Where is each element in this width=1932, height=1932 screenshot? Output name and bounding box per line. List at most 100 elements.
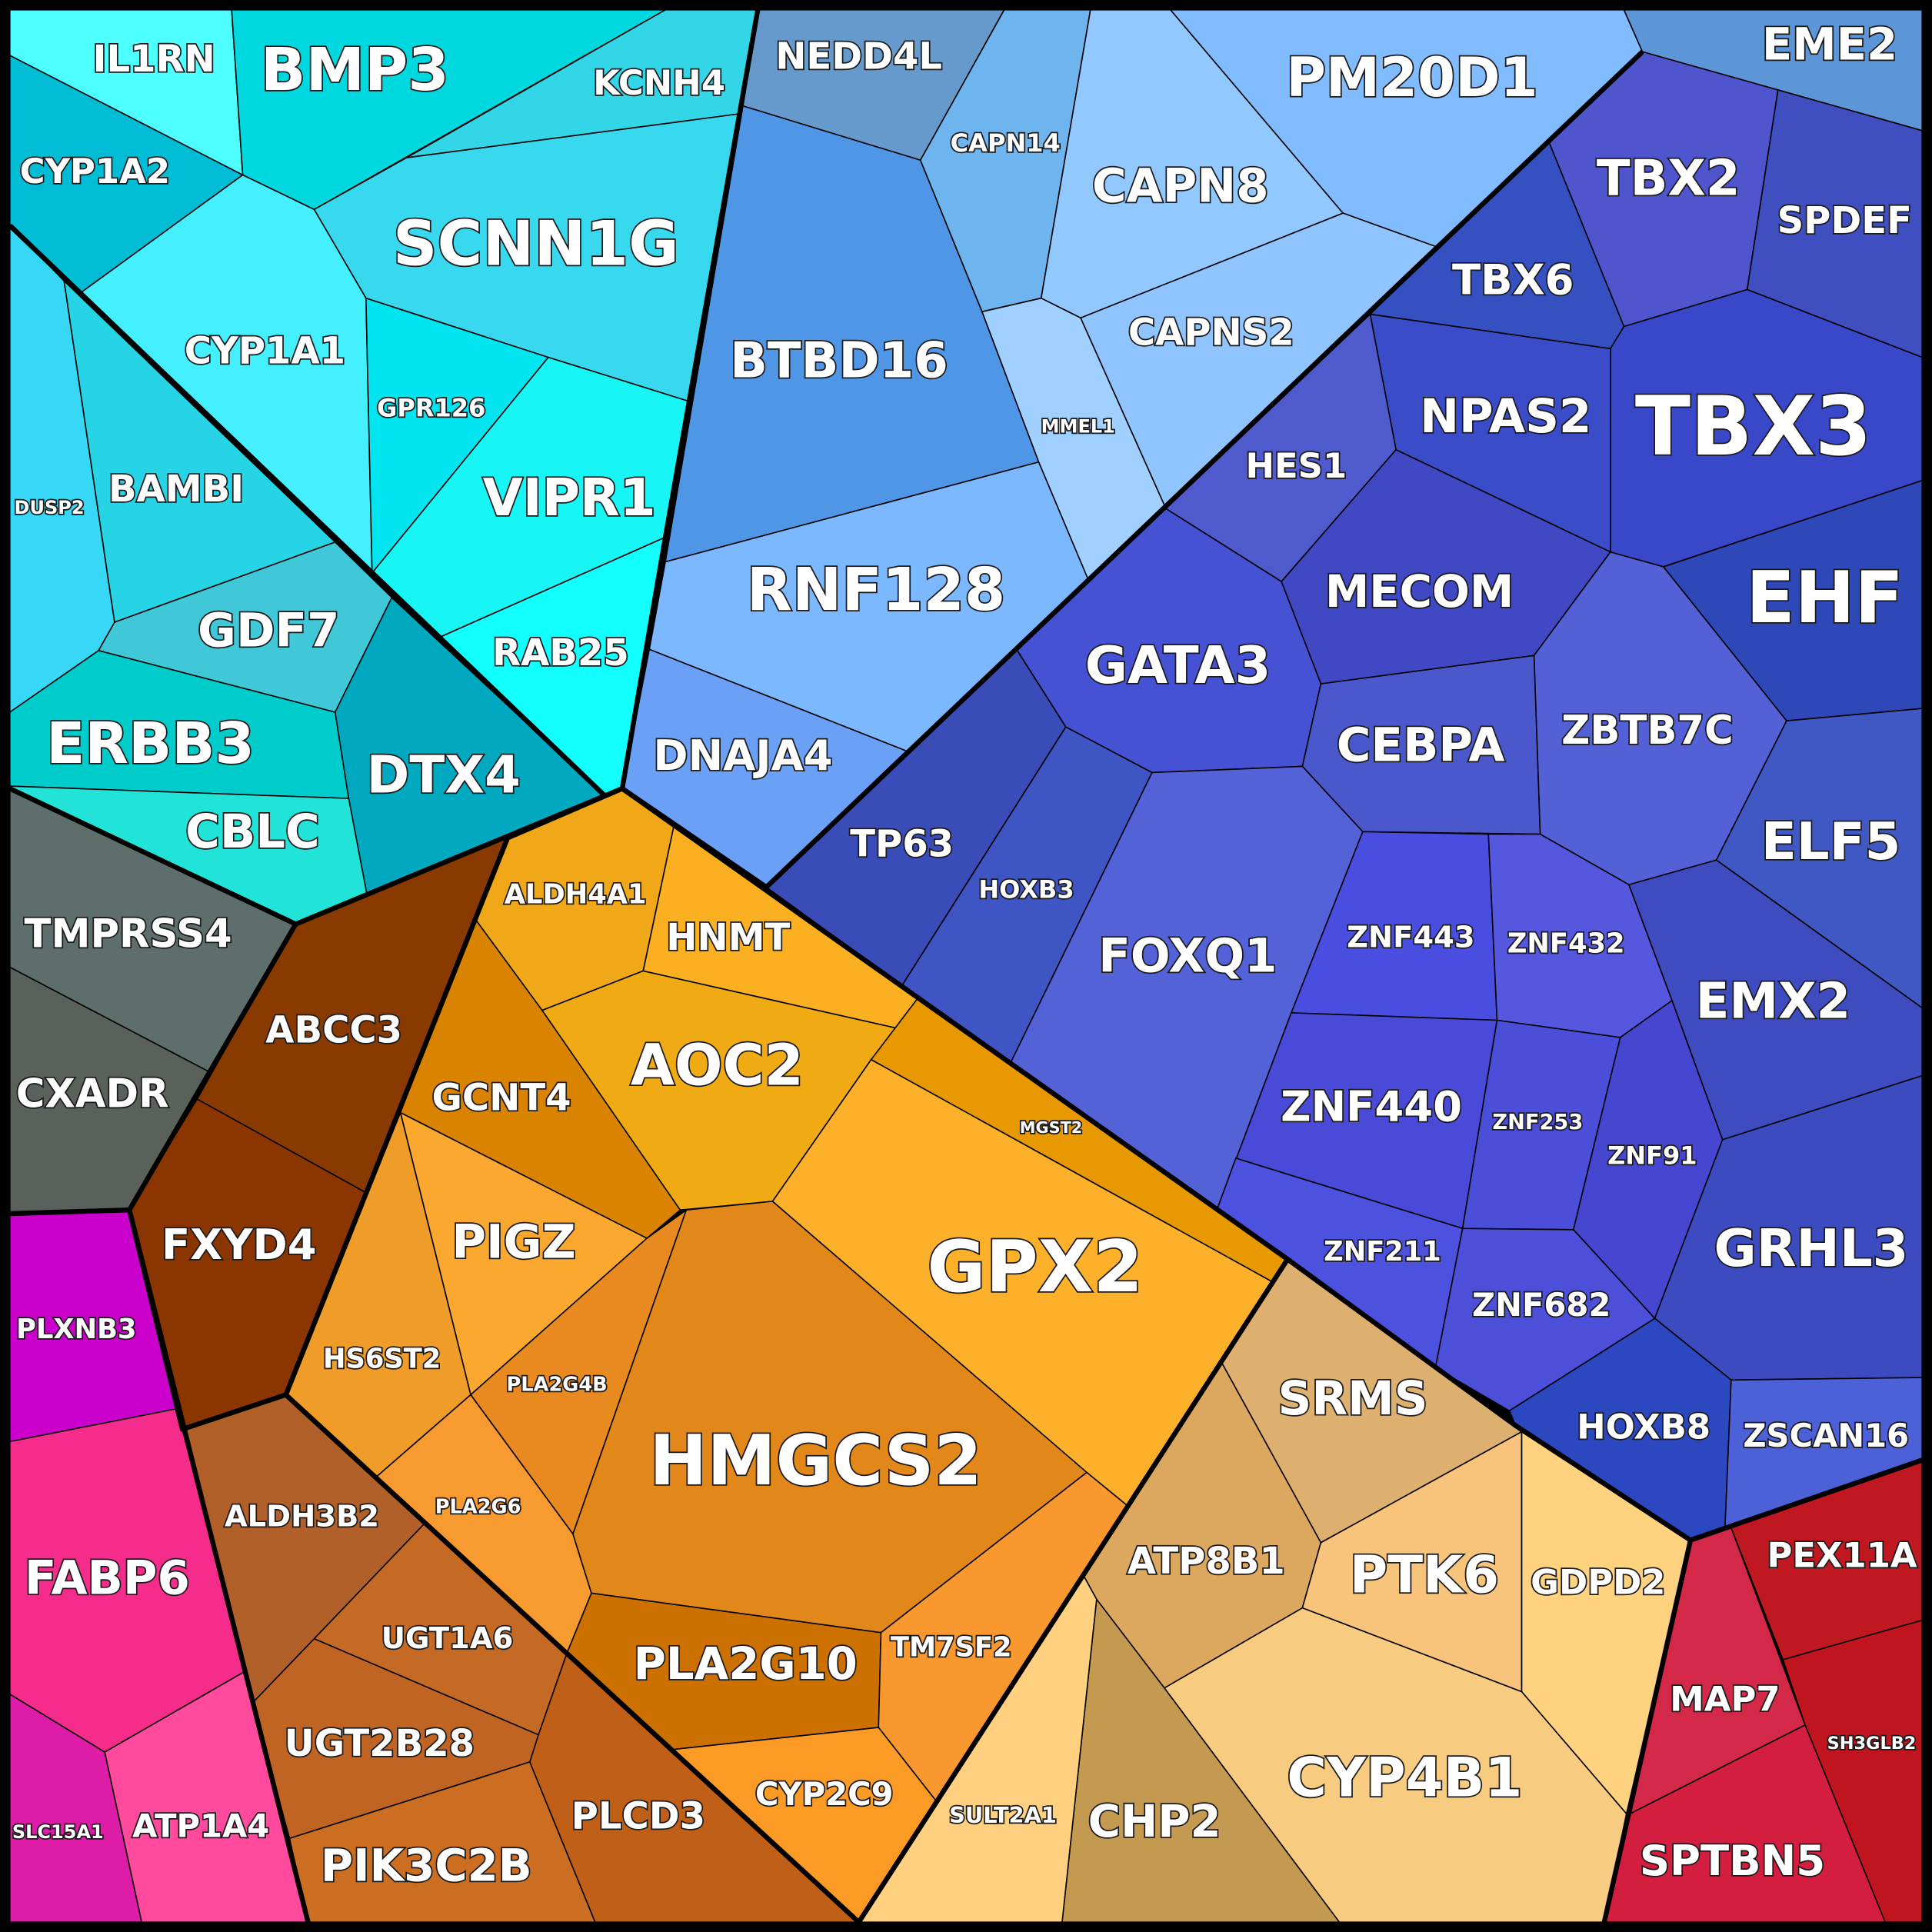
label-mmel1: MMEL1 — [1041, 415, 1115, 437]
label-grhl3: GRHL3 — [1714, 1218, 1909, 1278]
label-tbx3: TBX3 — [1635, 379, 1872, 474]
label-znf443: ZNF443 — [1347, 921, 1475, 955]
label-hmgcs2: HMGCS2 — [649, 1421, 982, 1501]
label-atp8b1: ATP8B1 — [1128, 1540, 1285, 1583]
label-tbx6: TBX6 — [1452, 255, 1574, 305]
label-spdef: SPDEF — [1777, 199, 1912, 242]
label-il1rn: IL1RN — [93, 38, 215, 81]
label-cblc: CBLC — [185, 804, 320, 859]
group-borders — [8, 9, 1924, 1924]
blue-group-border — [621, 786, 1924, 1543]
label-aldh3b2: ALDH3B2 — [225, 1500, 379, 1534]
label-capn14: CAPN14 — [951, 128, 1061, 158]
label-hnmt: HNMT — [666, 916, 790, 959]
label-vipr1: VIPR1 — [483, 468, 656, 528]
label-sh3glb2: SH3GLB2 — [1827, 1734, 1917, 1754]
gray-group-border — [9, 1208, 311, 1923]
label-ptk6: PTK6 — [1350, 1544, 1499, 1604]
label-ugt2b28: UGT2B28 — [285, 1722, 475, 1765]
label-zscan16: ZSCAN16 — [1743, 1417, 1909, 1454]
label-aldh4a1: ALDH4A1 — [505, 879, 647, 911]
label-pla2g10: PLA2G10 — [634, 1637, 858, 1690]
label-rnf128: RNF128 — [747, 556, 1006, 625]
label-dusp2: DUSP2 — [15, 497, 85, 518]
label-chp2: CHP2 — [1088, 1795, 1221, 1847]
label-mecom: MECOM — [1325, 565, 1514, 618]
label-erbb3: ERBB3 — [46, 711, 255, 777]
label-cyp1a1: CYP1A1 — [185, 330, 345, 373]
label-slc15a1: SLC15A1 — [12, 1821, 104, 1843]
label-pla2g6: PLA2G6 — [435, 1495, 521, 1518]
label-plcd3: PLCD3 — [571, 1794, 705, 1837]
label-gata3: GATA3 — [1085, 635, 1271, 695]
label-ugt1a6: UGT1A6 — [381, 1621, 514, 1656]
label-gpx2: GPX2 — [927, 1225, 1143, 1308]
label-plxnb3: PLXNB3 — [16, 1314, 136, 1345]
label-cyp2c9: CYP2C9 — [755, 1775, 894, 1813]
label-hs6st2: HS6ST2 — [323, 1344, 441, 1375]
label-cxadr: CXADR — [16, 1071, 169, 1118]
label-pla2g4b: PLA2G4B — [507, 1374, 608, 1397]
label-gdpd2: GDPD2 — [1531, 1562, 1665, 1603]
label-mgst2: MGST2 — [1020, 1118, 1082, 1137]
label-tm7sf2: TM7SF2 — [891, 1631, 1012, 1663]
cells-layer — [9, 9, 1923, 1924]
label-hoxb3: HOXB3 — [978, 875, 1074, 904]
label-atp1a4: ATP1A4 — [132, 1807, 269, 1845]
label-fxyd4: FXYD4 — [162, 1220, 317, 1269]
label-gpr126: GPR126 — [377, 393, 485, 422]
cyan-inner-border — [8, 223, 606, 797]
label-pik3c2b: PIK3C2B — [321, 1839, 532, 1891]
label-aoc2: AOC2 — [631, 1033, 804, 1098]
label-npas2: NPAS2 — [1420, 389, 1591, 444]
label-kcnh4: KCNH4 — [593, 62, 725, 103]
label-tp63: TP63 — [850, 822, 954, 865]
label-hes1: HES1 — [1246, 445, 1347, 486]
label-gdf7: GDF7 — [198, 604, 339, 658]
label-zbtb7c: ZBTB7C — [1561, 708, 1734, 754]
label-scnn1g: SCNN1G — [393, 208, 679, 280]
label-abcc3: ABCC3 — [265, 1008, 402, 1051]
label-znf432: ZNF432 — [1507, 928, 1625, 960]
label-capns2: CAPNS2 — [1128, 311, 1294, 355]
label-cyp4b1: CYP4B1 — [1287, 1747, 1522, 1810]
label-pex11a: PEX11A — [1767, 1534, 1917, 1575]
label-btbd16: BTBD16 — [730, 332, 948, 389]
label-dtx4: DTX4 — [367, 745, 521, 805]
red-group-border — [1601, 1539, 1694, 1923]
label-znf440: ZNF440 — [1281, 1082, 1462, 1131]
label-znf682: ZNF682 — [1472, 1286, 1611, 1324]
label-eme2: EME2 — [1762, 18, 1897, 71]
tan-group-border — [856, 1257, 1290, 1924]
label-rab25: RAB25 — [492, 631, 629, 675]
label-elf5: ELF5 — [1761, 811, 1901, 871]
label-sptbn5: SPTBN5 — [1640, 1836, 1825, 1885]
label-sult2a1: SULT2A1 — [949, 1802, 1057, 1828]
label-tmprss4: TMPRSS4 — [25, 911, 232, 957]
label-bmp3: BMP3 — [261, 36, 449, 105]
label-cebpa: CEBPA — [1337, 718, 1505, 773]
labels-layer: IL1RN BMP3 KCNH4 CYP1A2 SCNN1G CYP1A1 GPR126 VI… — [11, 17, 1919, 1893]
label-capn8: CAPN8 — [1092, 158, 1269, 213]
orange-top-border — [506, 786, 624, 841]
label-emx2: EMX2 — [1696, 973, 1851, 1030]
label-srms: SRMS — [1277, 1371, 1427, 1426]
label-bambi: BAMBI — [108, 468, 244, 511]
label-znf253: ZNF253 — [1492, 1111, 1583, 1134]
cell-btbd16 — [665, 105, 1040, 563]
label-hoxb8: HOXB8 — [1577, 1407, 1710, 1447]
label-pigz: PIGZ — [451, 1214, 575, 1269]
label-ehf: EHF — [1746, 556, 1904, 639]
label-gcnt4: GCNT4 — [431, 1076, 571, 1119]
label-nedd4l: NEDD4L — [775, 35, 942, 78]
label-znf91: ZNF91 — [1607, 1141, 1697, 1171]
label-cyp1a2: CYP1A2 — [20, 151, 170, 192]
label-tbx2: TBX2 — [1597, 150, 1740, 207]
label-foxq1: FOXQ1 — [1098, 929, 1277, 984]
label-znf211: ZNF211 — [1324, 1236, 1441, 1267]
label-pm20d1: PM20D1 — [1286, 46, 1537, 109]
label-map7: MAP7 — [1670, 1679, 1780, 1720]
